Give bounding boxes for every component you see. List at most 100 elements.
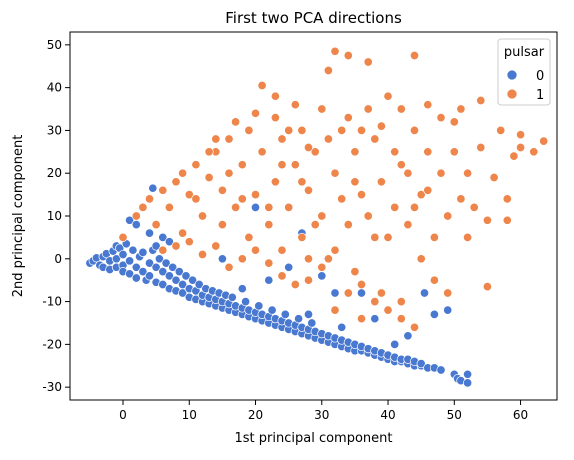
point-series-1-138 <box>323 134 333 144</box>
point-series-1-86 <box>502 215 512 225</box>
point-series-1-24 <box>270 113 280 123</box>
point-series-0-31 <box>151 262 161 272</box>
point-series-1-67 <box>429 275 439 285</box>
points-layer <box>85 46 549 388</box>
point-series-1-77 <box>463 232 473 242</box>
point-series-1-58 <box>403 220 413 230</box>
point-series-0-95 <box>307 318 317 328</box>
point-series-1-111 <box>409 322 420 332</box>
point-series-0-41 <box>174 267 184 277</box>
legend-label-0: 0 <box>536 69 544 84</box>
y-tick-label--20: -20 <box>42 337 62 351</box>
point-series-1-9 <box>197 211 208 221</box>
point-series-1-102 <box>290 279 300 290</box>
point-series-1-5 <box>171 177 181 187</box>
point-series-1-46 <box>356 190 367 200</box>
point-series-1-99 <box>250 245 261 255</box>
point-series-1-118 <box>204 147 214 157</box>
point-series-1-22 <box>264 220 274 230</box>
point-series-1-97 <box>224 262 234 272</box>
point-series-0-147 <box>284 262 294 272</box>
point-series-0-158 <box>217 254 227 264</box>
point-series-0-161 <box>403 331 413 341</box>
point-series-0-18 <box>125 256 135 266</box>
x-tick-label-50: 50 <box>447 408 462 422</box>
point-series-1-32 <box>303 185 314 195</box>
point-series-1-82 <box>482 282 492 292</box>
x-axis: 0 10 20 30 40 50 60 <box>119 400 528 422</box>
point-series-1-15 <box>231 202 241 212</box>
point-series-1-95 <box>197 249 208 260</box>
point-series-1-94 <box>184 237 194 247</box>
point-series-1-69 <box>436 113 446 123</box>
point-series-0-34 <box>158 267 168 277</box>
point-series-1-10 <box>204 172 214 183</box>
point-series-0-22 <box>131 273 141 283</box>
point-series-0-151 <box>419 288 430 298</box>
point-series-1-44 <box>350 147 360 157</box>
legend-box <box>497 38 551 106</box>
point-series-1-26 <box>277 134 287 144</box>
point-series-0-138 <box>125 215 135 225</box>
point-series-1-66 <box>429 232 439 242</box>
point-series-1-71 <box>443 288 453 298</box>
point-series-1-27 <box>284 202 294 212</box>
point-series-1-14 <box>224 134 234 144</box>
point-series-0-159 <box>264 275 274 285</box>
point-series-1-108 <box>370 297 380 307</box>
point-series-1-92 <box>158 245 168 255</box>
y-tick-label-0: 0 <box>54 252 62 266</box>
y-axis-label: 2nd principal component <box>11 135 26 298</box>
point-series-1-65 <box>423 147 433 157</box>
point-series-0-20 <box>128 245 138 255</box>
y-tick-label--30: -30 <box>42 380 62 394</box>
point-series-1-106 <box>343 288 353 298</box>
point-series-0-143 <box>151 241 161 251</box>
point-series-0-38 <box>168 262 178 272</box>
point-series-1-133 <box>231 117 241 127</box>
point-series-1-17 <box>244 232 254 242</box>
point-series-1-81 <box>482 215 492 225</box>
point-series-0-136 <box>463 369 473 379</box>
point-series-0-137 <box>463 378 473 388</box>
x-tick-label-20: 20 <box>248 408 263 422</box>
point-series-0-24 <box>138 267 148 277</box>
point-series-1-20 <box>257 147 267 157</box>
x-axis-label: 1st principal component <box>235 431 393 446</box>
point-series-1-83 <box>489 172 499 183</box>
point-series-0-148 <box>317 271 327 281</box>
legend: pulsar 01 <box>497 38 551 106</box>
point-series-0-156 <box>303 309 314 319</box>
point-series-1-55 <box>390 147 400 157</box>
y-tick-label--10: -10 <box>42 295 62 309</box>
y-tick-label-30: 30 <box>47 123 62 137</box>
point-series-0-150 <box>356 288 367 298</box>
point-series-1-98 <box>237 254 247 264</box>
point-series-0-27 <box>144 258 155 268</box>
plot-frame <box>69 31 558 401</box>
point-series-1-47 <box>363 104 373 114</box>
point-series-1-25 <box>277 245 287 255</box>
point-series-1-124 <box>310 220 320 230</box>
point-series-1-60 <box>409 50 420 61</box>
point-series-0-154 <box>390 339 400 349</box>
point-series-1-129 <box>396 160 406 170</box>
point-series-0-140 <box>148 183 158 193</box>
point-series-1-18 <box>244 125 254 135</box>
point-series-1-33 <box>303 275 314 285</box>
point-series-1-109 <box>383 305 393 315</box>
point-series-0-21 <box>131 262 141 272</box>
point-series-1-37 <box>323 254 333 264</box>
point-series-1-115 <box>158 185 168 195</box>
point-series-1-126 <box>350 177 360 187</box>
point-series-1-136 <box>284 125 294 135</box>
point-series-0-28 <box>144 271 155 281</box>
point-series-1-110 <box>396 314 406 324</box>
point-series-1-13 <box>217 185 227 195</box>
point-series-1-43 <box>343 220 353 230</box>
point-series-1-120 <box>237 194 247 204</box>
point-series-1-35 <box>317 211 327 221</box>
point-series-0-144 <box>164 237 174 247</box>
point-series-1-73 <box>449 117 459 127</box>
